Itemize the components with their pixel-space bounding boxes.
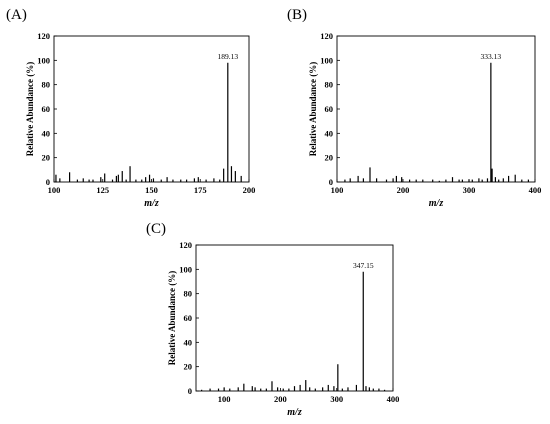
panel-c-x-axis-title: m/z [287, 407, 302, 418]
panel-b-peak-annotation: 333.13 [481, 52, 502, 61]
panel-b-x-axis: 100 200 300 400 [331, 179, 542, 195]
x-tick-label: 175 [194, 185, 207, 195]
x-tick-label: 150 [145, 185, 158, 195]
x-tick-label: 200 [397, 185, 410, 195]
y-tick-label: 20 [184, 362, 193, 372]
panel-b-bars [344, 62, 530, 182]
x-tick-label: 300 [463, 185, 476, 195]
y-tick-label: 0 [188, 386, 192, 396]
y-tick-label: 40 [184, 337, 193, 347]
panel-c-y-axis-title: Relative Abundance (%) [167, 271, 177, 366]
panel-a-x-axis-title: m/z [144, 198, 159, 209]
y-tick-label: 20 [325, 153, 334, 163]
y-tick-label: 120 [179, 240, 192, 250]
panel-a-peak-annotation: 189.13 [217, 52, 238, 61]
y-tick-label: 80 [184, 289, 193, 299]
panel-label-c: (C) [146, 221, 166, 237]
panel-b-x-axis-title: m/z [429, 198, 444, 209]
panel-a-y-axis: 0 20 40 60 80 100 120 [37, 31, 57, 187]
y-tick-label: 0 [46, 177, 50, 187]
panel-c-peak-annotation: 347.15 [353, 261, 374, 270]
x-tick-label: 100 [48, 185, 61, 195]
x-tick-label: 125 [96, 185, 109, 195]
x-tick-label: 300 [330, 394, 343, 404]
panel-c-y-axis: 0 20 40 60 80 100 120 [179, 240, 199, 396]
panel-b-plot-area [336, 35, 536, 183]
panel-a-bars [55, 62, 242, 182]
x-tick-label: 400 [387, 394, 400, 404]
y-tick-label: 20 [42, 153, 51, 163]
x-tick-label: 200 [243, 185, 256, 195]
y-tick-label: 80 [42, 80, 51, 90]
x-tick-label: 100 [331, 185, 344, 195]
x-tick-label: 400 [529, 185, 542, 195]
y-tick-label: 120 [320, 31, 333, 41]
panel-a-x-axis: 100 125 150 175 200 [48, 179, 256, 195]
panel-label-b: (B) [287, 7, 307, 23]
panel-b-y-axis-title: Relative Abundance (%) [308, 62, 318, 157]
y-tick-label: 40 [325, 128, 334, 138]
y-tick-label: 120 [37, 31, 50, 41]
y-tick-label: 80 [325, 80, 334, 90]
x-tick-label: 100 [218, 394, 231, 404]
panel-b-y-axis: 0 20 40 60 80 100 120 [320, 31, 340, 187]
y-tick-label: 60 [325, 104, 334, 114]
x-tick-label: 200 [274, 394, 287, 404]
y-tick-label: 100 [37, 55, 50, 65]
y-tick-label: 100 [320, 55, 333, 65]
y-tick-label: 40 [42, 128, 51, 138]
panel-a-y-axis-title: Relative Abundance (%) [25, 62, 35, 157]
panel-c-bars [201, 271, 386, 391]
y-tick-label: 0 [329, 177, 333, 187]
y-tick-label: 100 [179, 264, 192, 274]
panel-label-a: (A) [6, 7, 27, 23]
panel-a: (A) 0 20 40 60 80 100 120 100 125 150 175 200 189.… [6, 7, 255, 209]
y-tick-label: 60 [42, 104, 51, 114]
y-tick-label: 60 [184, 313, 193, 323]
panel-c-x-axis: 100 200 300 400 [218, 388, 400, 404]
